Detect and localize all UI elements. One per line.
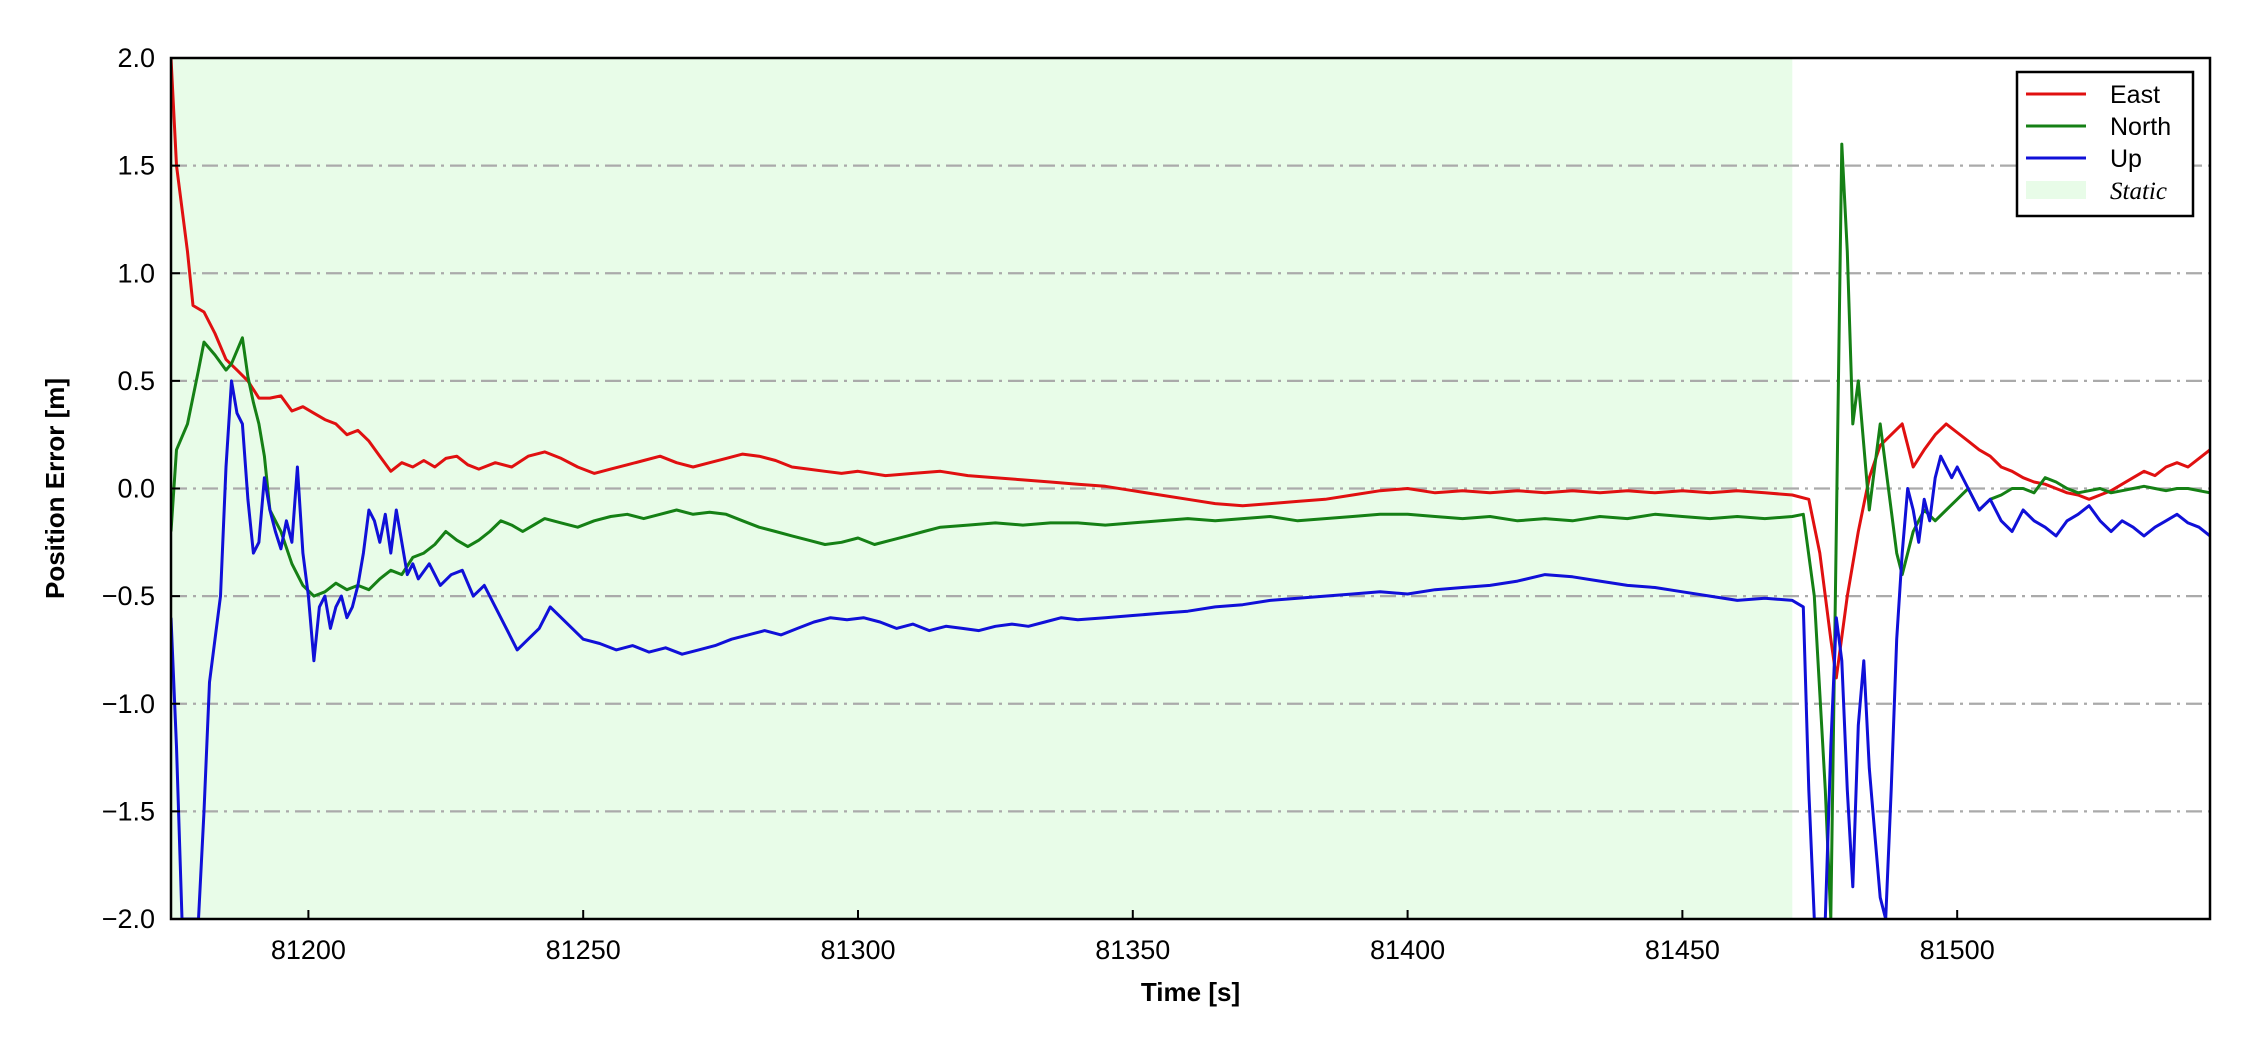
legend: East North Up Static (2015, 70, 2195, 218)
x-tick-label: 81200 (271, 935, 346, 965)
y-axis: −2.0 −1.5 −1.0 −0.5 0.0 0.5 1.0 1.5 2.0 (102, 43, 180, 934)
x-axis-title: Time [s] (1141, 977, 1240, 1007)
y-tick-label: −2.0 (102, 904, 155, 934)
x-axis: 81200 81250 81300 81350 81400 81450 81500 (271, 910, 1995, 965)
legend-swatch-static (2026, 181, 2086, 199)
x-tick-label: 81450 (1645, 935, 1720, 965)
y-tick-label: 0.5 (117, 366, 155, 396)
y-tick-label: 0.0 (117, 474, 155, 504)
x-tick-label: 81300 (820, 935, 895, 965)
plot-area (169, 56, 2212, 921)
series-layer (171, 58, 2210, 919)
series-line-up (171, 379, 2210, 919)
y-tick-label: −1.0 (102, 689, 155, 719)
x-tick-label: 81250 (546, 935, 621, 965)
y-axis-title: Position Error [m] (40, 378, 70, 599)
legend-label-static: Static (2110, 178, 2167, 205)
y-tick-label: 1.5 (117, 151, 155, 181)
legend-label-up: Up (2110, 145, 2142, 173)
series-line-east (171, 58, 2210, 680)
y-tick-label: 1.0 (117, 258, 155, 288)
y-tick-label: 2.0 (117, 43, 155, 73)
legend-label-east: East (2110, 81, 2160, 109)
series-line-north (171, 142, 2210, 919)
y-tick-label: −1.5 (102, 796, 155, 826)
x-tick-label: 81350 (1095, 935, 1170, 965)
legend-label-north: North (2110, 113, 2171, 141)
x-tick-label: 81400 (1370, 935, 1445, 965)
x-tick-label: 81500 (1920, 935, 1995, 965)
y-tick-label: −0.5 (102, 581, 155, 611)
